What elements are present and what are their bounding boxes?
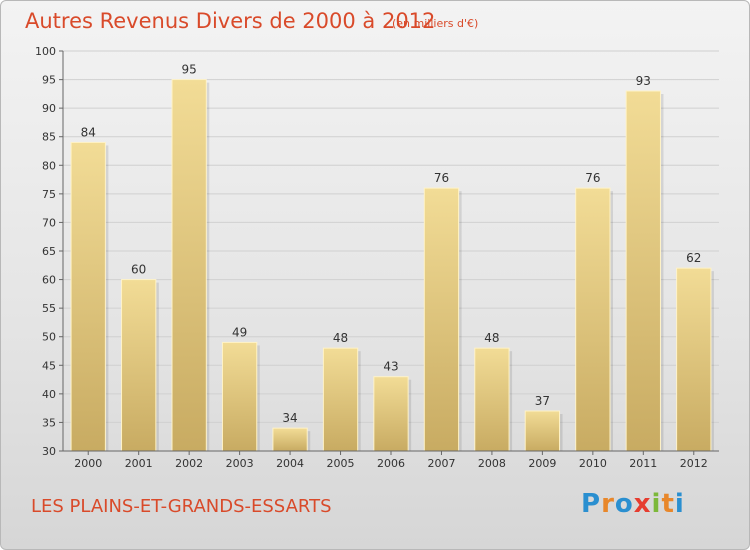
x-tick-label-2002: 2002 <box>175 457 203 470</box>
y-tick-label: 60 <box>42 274 56 287</box>
town-name: LES PLAINS-ET-GRANDS-ESSARTS <box>31 496 332 517</box>
value-label-2011: 93 <box>636 74 651 88</box>
value-label-2005: 48 <box>333 331 348 345</box>
y-tick-label: 40 <box>42 388 56 401</box>
x-tick-label-2003: 2003 <box>226 457 254 470</box>
x-tick-label-2000: 2000 <box>74 457 102 470</box>
logo-letter: r <box>601 489 615 519</box>
bar-2009 <box>524 410 561 452</box>
value-label-2006: 43 <box>383 360 398 374</box>
y-tick-label: 85 <box>42 131 56 144</box>
value-label-2003: 49 <box>232 325 247 339</box>
logo-letter: t <box>661 489 675 519</box>
bar-2001 <box>121 279 157 452</box>
logo-letter: i <box>651 489 662 519</box>
y-tick-label: 90 <box>42 102 56 115</box>
y-tick-label: 65 <box>42 245 56 258</box>
y-tick-label: 70 <box>42 216 56 229</box>
x-tick-label-2005: 2005 <box>327 457 355 470</box>
bar-2002 <box>171 79 207 452</box>
y-tick-label: 55 <box>42 302 56 315</box>
y-tick-label: 50 <box>42 331 56 344</box>
x-tick-label-2010: 2010 <box>579 457 607 470</box>
bar-2011 <box>625 90 661 452</box>
value-label-2012: 62 <box>686 251 701 265</box>
logo-letter: o <box>614 489 634 519</box>
y-tick-label: 75 <box>42 188 56 201</box>
value-label-2009: 37 <box>535 394 550 408</box>
logo-letter: i <box>674 489 685 519</box>
bar-2004 <box>272 427 308 452</box>
bar-2005 <box>322 347 359 452</box>
bars <box>70 79 714 452</box>
logo-letter: P <box>581 489 602 519</box>
x-tick-label-2008: 2008 <box>478 457 506 470</box>
x-tick-label-2012: 2012 <box>680 457 708 470</box>
x-tick-label-2004: 2004 <box>276 457 304 470</box>
y-tick-label: 45 <box>42 359 56 372</box>
bar-2008 <box>474 347 510 452</box>
chart-subtitle: (en milliers d'€) <box>392 17 479 30</box>
bar-2010 <box>575 187 611 452</box>
bar-2003 <box>221 341 258 452</box>
x-tick-label-2009: 2009 <box>528 457 556 470</box>
x-tick-label-2007: 2007 <box>427 457 455 470</box>
value-label-2010: 76 <box>585 171 600 185</box>
value-labels: 84 60 95 49 34 48 43 76 48 37 76 93 62 <box>81 63 702 426</box>
x-tick-label-2006: 2006 <box>377 457 405 470</box>
bar-2000 <box>70 141 106 452</box>
y-tick-label: 100 <box>35 45 56 58</box>
value-label-2001: 60 <box>131 263 146 277</box>
x-tick-label-2011: 2011 <box>629 457 657 470</box>
value-label-2002: 95 <box>182 63 197 77</box>
bar-2007 <box>423 187 460 452</box>
y-tick-label: 80 <box>42 159 56 172</box>
logo-letter: x <box>633 489 652 519</box>
chart-title: Autres Revenus Divers de 2000 à 2012 <box>25 9 436 33</box>
y-tick-label: 30 <box>42 445 56 458</box>
proxiti-logo[interactable]: Proxiti <box>581 489 685 519</box>
value-label-2008: 48 <box>484 331 499 345</box>
value-label-2000: 84 <box>81 125 96 139</box>
y-tick-label: 35 <box>42 416 56 429</box>
y-tick-label: 95 <box>42 74 56 87</box>
axes: 30 35 40 45 50 55 60 65 70 75 80 85 90 95 100 2000 2001 2… <box>35 45 719 470</box>
bar-2006 <box>373 376 409 452</box>
bar-2012 <box>676 267 712 452</box>
value-label-2007: 76 <box>434 171 449 185</box>
value-label-2004: 34 <box>282 411 297 425</box>
x-tick-label-2001: 2001 <box>125 457 153 470</box>
